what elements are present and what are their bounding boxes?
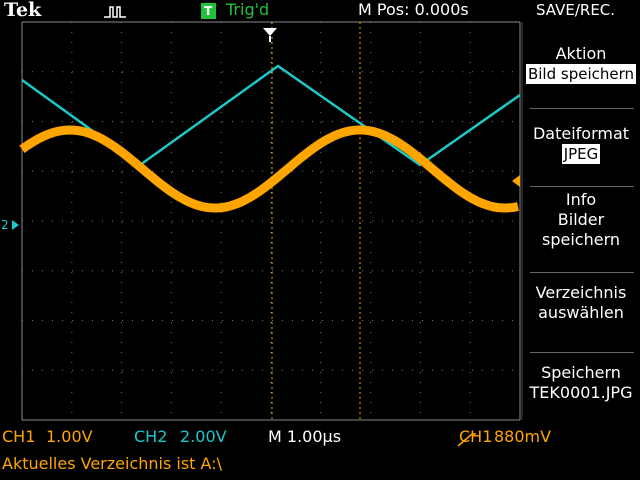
menu-item-value-row: JPEG bbox=[522, 144, 640, 164]
menu-item-label: Speichern bbox=[541, 363, 621, 382]
ch1-trace bbox=[19, 125, 519, 213]
menu-item: Info Bilder speichern bbox=[522, 190, 640, 250]
menu-separator bbox=[530, 108, 634, 109]
ch2-label: CH2 bbox=[134, 427, 168, 446]
ch2-marker-label: 2 bbox=[1, 218, 9, 232]
trigger-icon: T bbox=[204, 4, 213, 18]
trigger-level: 880mV bbox=[494, 427, 552, 446]
menu-item: Speichern TEK0001.JPG bbox=[522, 363, 640, 403]
trigger-source-text: CH1 bbox=[459, 427, 493, 446]
timebase: M 1.00µs bbox=[268, 427, 342, 446]
trigger-slope-icon bbox=[457, 433, 476, 447]
menu-separator bbox=[530, 186, 634, 187]
ch2-marker bbox=[12, 220, 19, 230]
menu-item-label: Aktion bbox=[555, 44, 607, 63]
trigger-level-marker bbox=[512, 175, 520, 187]
menu-item-label: TEK0001.JPG bbox=[529, 383, 633, 402]
trigger-type-icon bbox=[104, 6, 126, 18]
status-message: Aktuelles Verzeichnis ist A:\ bbox=[2, 454, 222, 473]
graticule bbox=[21, 21, 521, 421]
ch1-scale: 1.00V bbox=[46, 427, 93, 446]
menu-title: SAVE/REC. bbox=[536, 1, 616, 19]
menu-item-value: Bild speichern bbox=[525, 64, 637, 84]
ch2-scale: 2.00V bbox=[180, 427, 227, 446]
menu-item: Dateiformat JPEG bbox=[522, 124, 640, 164]
ch1-label: CH1 bbox=[2, 427, 36, 446]
menu-item-label: speichern bbox=[542, 230, 620, 249]
menu-item: Aktion Bild speichern bbox=[522, 44, 640, 84]
trigger-position-marker bbox=[263, 28, 277, 36]
menu-item: Verzeichnis auswählen bbox=[522, 283, 640, 323]
menu-item-label: Bilder bbox=[557, 210, 605, 229]
menu-item-label: Info bbox=[565, 190, 597, 209]
menu-item-label: Verzeichnis bbox=[535, 283, 627, 302]
brand: Tek bbox=[4, 0, 42, 21]
menu-item-value: JPEG bbox=[561, 144, 601, 164]
menu-separator bbox=[530, 272, 634, 273]
trigger-icon-box bbox=[201, 3, 216, 19]
ch2-trace bbox=[21, 64, 521, 167]
menu-item-value-row: Bild speichern bbox=[522, 64, 640, 84]
m-pos: M Pos: 0.000s bbox=[358, 0, 469, 19]
menu-item-label: Dateiformat bbox=[532, 124, 630, 143]
trigger-status: Trig'd bbox=[226, 0, 270, 19]
menu-separator bbox=[530, 352, 634, 353]
menu-item-label: auswählen bbox=[538, 303, 624, 322]
